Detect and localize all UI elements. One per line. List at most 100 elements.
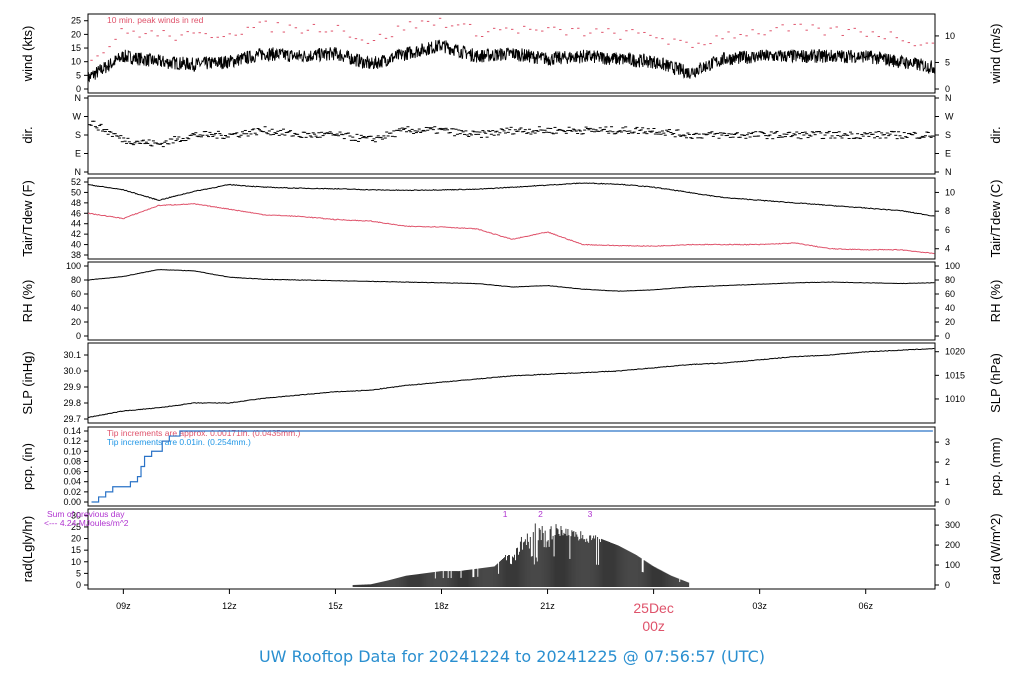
- right-tick-label: 1015: [945, 370, 965, 380]
- x-tick-label: 18z: [434, 601, 449, 611]
- rad-marker: 1: [503, 509, 508, 519]
- right-tick-label: 5: [945, 57, 950, 67]
- left-tick-label: 5: [76, 70, 81, 80]
- series-line: [87, 182, 935, 217]
- annotation: Tip increments are approx. 0.00171in. (0…: [107, 428, 301, 438]
- left-tick-label: 30.1: [63, 350, 81, 360]
- right-axis-title: Tair/Tdew (C): [988, 179, 1003, 257]
- right-tick-label: 4: [945, 244, 950, 254]
- left-tick-label: 20: [71, 29, 81, 39]
- left-tick-label: 48: [71, 198, 81, 208]
- right-tick-label: 20: [945, 317, 955, 327]
- right-tick-label: 80: [945, 275, 955, 285]
- left-tick-label: 44: [71, 219, 81, 229]
- left-tick-label: 38: [71, 250, 81, 260]
- left-tick-label: 46: [71, 208, 81, 218]
- right-tick-label: N: [945, 167, 952, 177]
- date-label-day: 25Dec: [633, 600, 673, 616]
- left-axis-title: wind (kts): [20, 26, 35, 83]
- right-tick-label: 40: [945, 303, 955, 313]
- annotation: <--- 4.24 MJoules/m^2: [44, 518, 129, 528]
- left-tick-label: 30.0: [63, 366, 81, 376]
- right-tick-label: 0: [945, 497, 950, 507]
- right-axis-title: wind (m/s): [988, 24, 1003, 85]
- x-tick-label: 06z: [858, 601, 873, 611]
- right-tick-label: 200: [945, 540, 960, 550]
- pcp-series: [91, 430, 933, 503]
- annotation: Tip increments are 0.01in. (0.254mm.): [107, 437, 251, 447]
- right-tick-label: S: [945, 130, 951, 140]
- annotation: 10 min. peak winds in red: [107, 15, 204, 25]
- left-tick-label: 0: [76, 580, 81, 590]
- left-tick-label: 29.9: [63, 382, 81, 392]
- left-tick-label: 0: [76, 84, 81, 94]
- right-tick-label: 100: [945, 560, 960, 570]
- left-tick-label: 40: [71, 303, 81, 313]
- right-tick-label: 300: [945, 520, 960, 530]
- left-tick-label: 29.8: [63, 398, 81, 408]
- left-tick-label: 0.02: [63, 487, 81, 497]
- right-tick-label: 100: [945, 261, 960, 271]
- panel-frame: [87, 177, 936, 260]
- right-tick-label: 60: [945, 289, 955, 299]
- series-line: [88, 348, 935, 418]
- right-tick-label: 1010: [945, 394, 965, 404]
- left-axis-title: pcp. (in): [20, 443, 35, 490]
- right-axis-title: RH (%): [988, 280, 1003, 323]
- right-tick-label: 1: [945, 477, 950, 487]
- left-tick-label: N: [75, 167, 82, 177]
- right-tick-label: 10: [945, 31, 955, 41]
- left-axis-title: Tair/Tdew (F): [20, 180, 35, 257]
- left-tick-label: 0.00: [63, 497, 81, 507]
- left-axis-title: SLP (inHg): [20, 351, 35, 414]
- left-tick-label: 10: [71, 57, 81, 67]
- right-axis-title: pcp. (mm): [988, 437, 1003, 496]
- right-axis-title: dir.: [988, 126, 1003, 143]
- right-tick-label: 3: [945, 437, 950, 447]
- panel-wind: 0 5 10 15 20 25 0 5 10 wind (kts) wind (m/s) 10 min…: [20, 13, 1003, 94]
- left-tick-label: 20: [71, 317, 81, 327]
- right-axis-title: SLP (hPa): [988, 353, 1003, 413]
- right-tick-label: 8: [945, 206, 950, 216]
- right-tick-label: 6: [945, 225, 950, 235]
- left-axis-title: rad(Lgly/hr): [20, 516, 35, 582]
- left-tick-label: 0: [76, 331, 81, 341]
- panel-frame: [87, 261, 936, 341]
- right-tick-label: E: [945, 149, 951, 159]
- left-tick-label: W: [73, 112, 82, 122]
- left-tick-label: 0.12: [63, 436, 81, 446]
- series-line: [88, 268, 935, 292]
- right-tick-label: W: [945, 112, 954, 122]
- annotation: Sum of previous day: [47, 509, 125, 519]
- x-tick-label: 09z: [116, 601, 131, 611]
- left-tick-label: E: [75, 149, 81, 159]
- left-tick-label: 0.06: [63, 467, 81, 477]
- left-tick-label: 20: [71, 534, 81, 544]
- rad-marker: 3: [588, 509, 593, 519]
- right-tick-label: 0: [945, 331, 950, 341]
- left-tick-label: 15: [71, 43, 81, 53]
- rad-marker: 2: [538, 509, 543, 519]
- left-tick-label: S: [75, 130, 81, 140]
- right-tick-label: 2: [945, 457, 950, 467]
- right-tick-label: 0: [945, 580, 950, 590]
- panel-frame: [87, 426, 936, 507]
- right-tick-label: 0: [945, 84, 950, 94]
- left-tick-label: 25: [71, 16, 81, 26]
- left-axis-title: dir.: [20, 126, 35, 143]
- right-tick-label: 1020: [945, 347, 965, 357]
- x-tick-label: 03z: [752, 601, 767, 611]
- left-tick-label: 80: [71, 275, 81, 285]
- left-tick-label: 15: [71, 545, 81, 555]
- left-tick-label: 0.04: [63, 477, 81, 487]
- left-tick-label: 0.08: [63, 456, 81, 466]
- left-tick-label: 0.10: [63, 446, 81, 456]
- left-tick-label: 29.7: [63, 414, 81, 424]
- panel-frame: [87, 13, 936, 94]
- left-tick-label: 40: [71, 240, 81, 250]
- left-tick-label: 30: [71, 510, 81, 520]
- x-tick-label: 21z: [540, 601, 555, 611]
